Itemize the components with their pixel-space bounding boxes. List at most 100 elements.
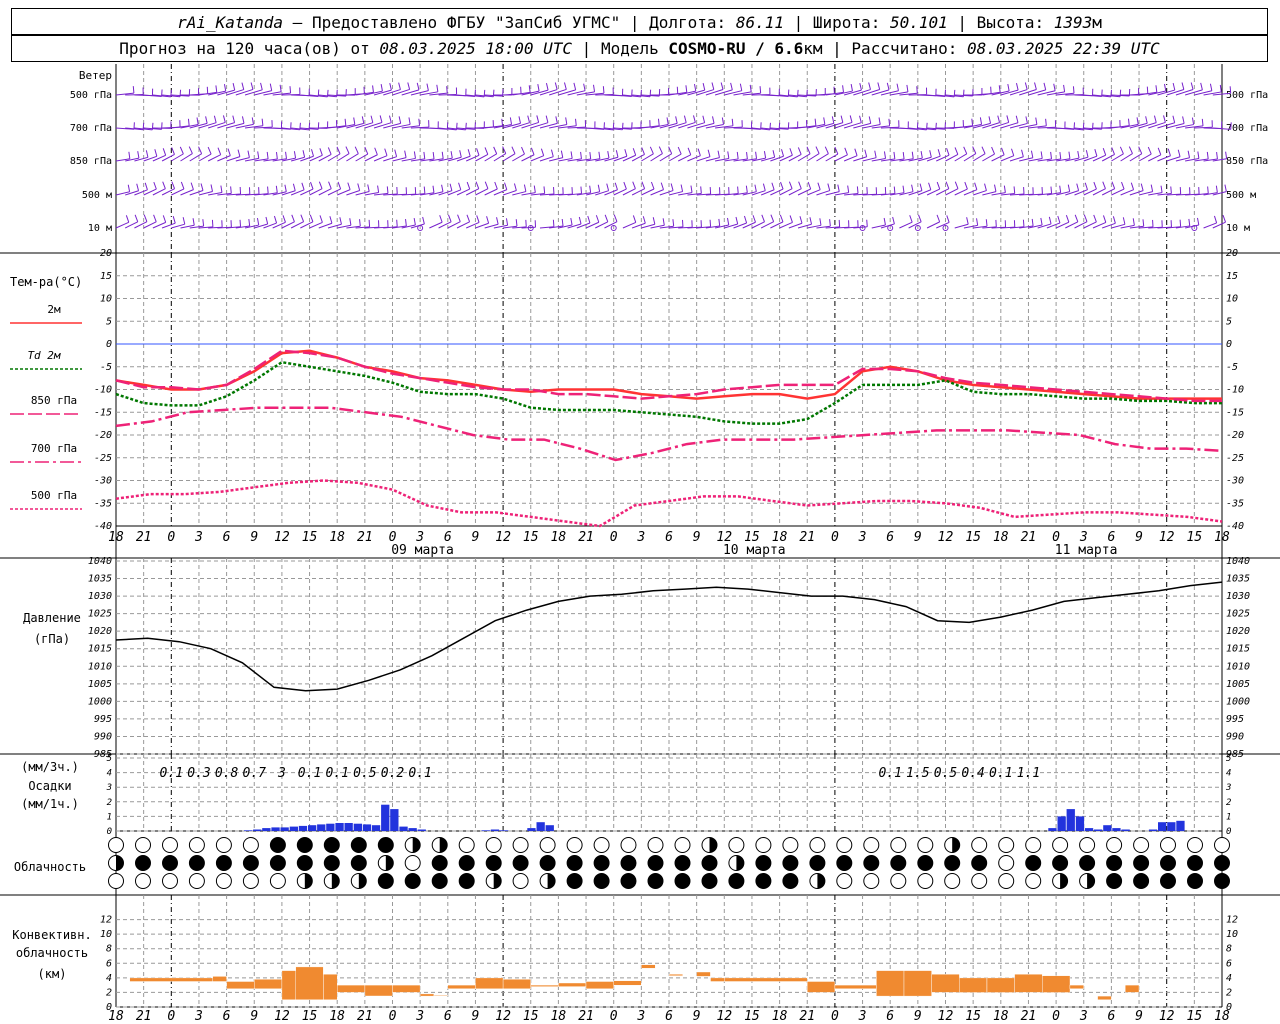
wind-barb [788, 222, 803, 229]
wind-barb [880, 90, 899, 96]
wind-barb [770, 155, 784, 162]
wind-barb [161, 222, 176, 229]
wind-barb-flag [859, 82, 862, 91]
convective-band [696, 971, 711, 977]
cloud-cover-half [736, 855, 744, 871]
cloud-cover-circle [1133, 855, 1150, 871]
wind-barb [327, 94, 346, 97]
wind-barb-flag [554, 82, 558, 90]
wind-barb [761, 127, 780, 131]
conv-xtick: 15 [523, 1009, 539, 1024]
cloud-cover-circle [1187, 837, 1203, 853]
wind-barb [217, 89, 235, 96]
wind-barb-flag [1013, 186, 1016, 194]
wind-barb-flag [974, 182, 978, 190]
wind-barb [171, 188, 185, 196]
wind-barb [263, 192, 278, 196]
precip-bar [1103, 825, 1112, 831]
wind-barb-flag [394, 149, 398, 157]
precip-total-3h: 0.3 [187, 766, 210, 781]
precip-bar [1048, 828, 1057, 831]
cloud-cover-circle [1106, 873, 1123, 889]
wind-barb-flag [606, 183, 610, 191]
wind-barb [254, 223, 268, 229]
wind-barb [318, 188, 332, 196]
convective-band [295, 966, 324, 1000]
wind-barb [724, 90, 742, 96]
wind-barb-flag [404, 150, 407, 158]
wind-barb [1175, 88, 1194, 96]
wind-barb-flag [1006, 115, 1010, 123]
wind-barb-flag [144, 182, 148, 190]
convective-band [226, 981, 255, 990]
wind-barb [954, 223, 969, 229]
precip-bar [353, 823, 362, 831]
wind-barb-flag [850, 83, 853, 92]
wind-barb-flag [398, 82, 401, 90]
cloud-cover-circle [782, 873, 799, 889]
wind-barb [291, 127, 310, 131]
precip-ytick-left: 0 [107, 827, 112, 837]
wind-barb [687, 122, 705, 129]
wind-barb [632, 94, 651, 98]
cloud-cover-half [358, 873, 367, 889]
wind-barb-flag [823, 117, 826, 125]
wind-barb-flag [476, 215, 480, 223]
wind-barb [899, 127, 918, 130]
wind-barb [1056, 127, 1075, 130]
wind-barb [235, 88, 254, 96]
precip-total-3h: 1.5 [906, 766, 930, 781]
wind-barb [724, 193, 739, 196]
wind-barb [429, 191, 444, 196]
wind-barb [853, 89, 871, 96]
temp-ytick-right: -30 [1226, 476, 1244, 487]
wind-barb [502, 153, 516, 162]
wind-barb [1037, 126, 1056, 129]
wind-barb-flag [770, 214, 775, 222]
wind-barb [420, 158, 435, 162]
wind-barb-flag [230, 186, 232, 194]
wind-barb-flag [207, 146, 212, 155]
cloud-cover-circle [620, 873, 637, 889]
altitude-unit: м [1092, 13, 1102, 32]
cloud-cover-circle [296, 855, 313, 871]
wind-barb [927, 94, 946, 98]
wind-barb [991, 121, 1009, 129]
wind-barb [853, 122, 871, 129]
wind-barb [438, 190, 453, 196]
wind-barb [973, 225, 988, 229]
wind-barb [945, 188, 959, 196]
wind-barb [797, 153, 811, 162]
wind-barb [945, 94, 964, 98]
wind-barb-flag [523, 184, 527, 192]
conv-xtick: 6 [444, 1009, 452, 1024]
wind-barb-flag [657, 118, 660, 126]
wind-barb [631, 188, 645, 196]
wind-barb [300, 127, 319, 130]
convective-band [1097, 995, 1112, 1000]
wind-barb-flag [515, 219, 518, 227]
temp-ytick-right: -15 [1226, 407, 1244, 418]
wind-barb [1028, 193, 1043, 196]
wind-barb [125, 127, 144, 131]
wind-barb-flag [1225, 151, 1228, 159]
wind-barb-flag [652, 217, 656, 225]
wind-barb [134, 127, 153, 131]
wind-barb [641, 188, 655, 196]
wind-barb-flag [466, 214, 471, 223]
wind-barb [152, 188, 166, 196]
wind-barb [945, 153, 959, 162]
cloud-cover-circle [1052, 855, 1069, 871]
wind-barb [521, 154, 535, 162]
conv-ylabel-2: облачность [16, 946, 88, 960]
wind-barb [364, 154, 378, 162]
convective-band [1042, 975, 1071, 993]
wind-barb [392, 123, 411, 129]
wind-barb [917, 156, 932, 162]
wind-barb-flag [210, 184, 213, 192]
wind-barb [991, 192, 1006, 196]
wind-barb [973, 122, 991, 129]
wind-barb [447, 189, 461, 196]
wind-barb-flag [827, 183, 831, 191]
wind-barb-flag [565, 117, 568, 125]
